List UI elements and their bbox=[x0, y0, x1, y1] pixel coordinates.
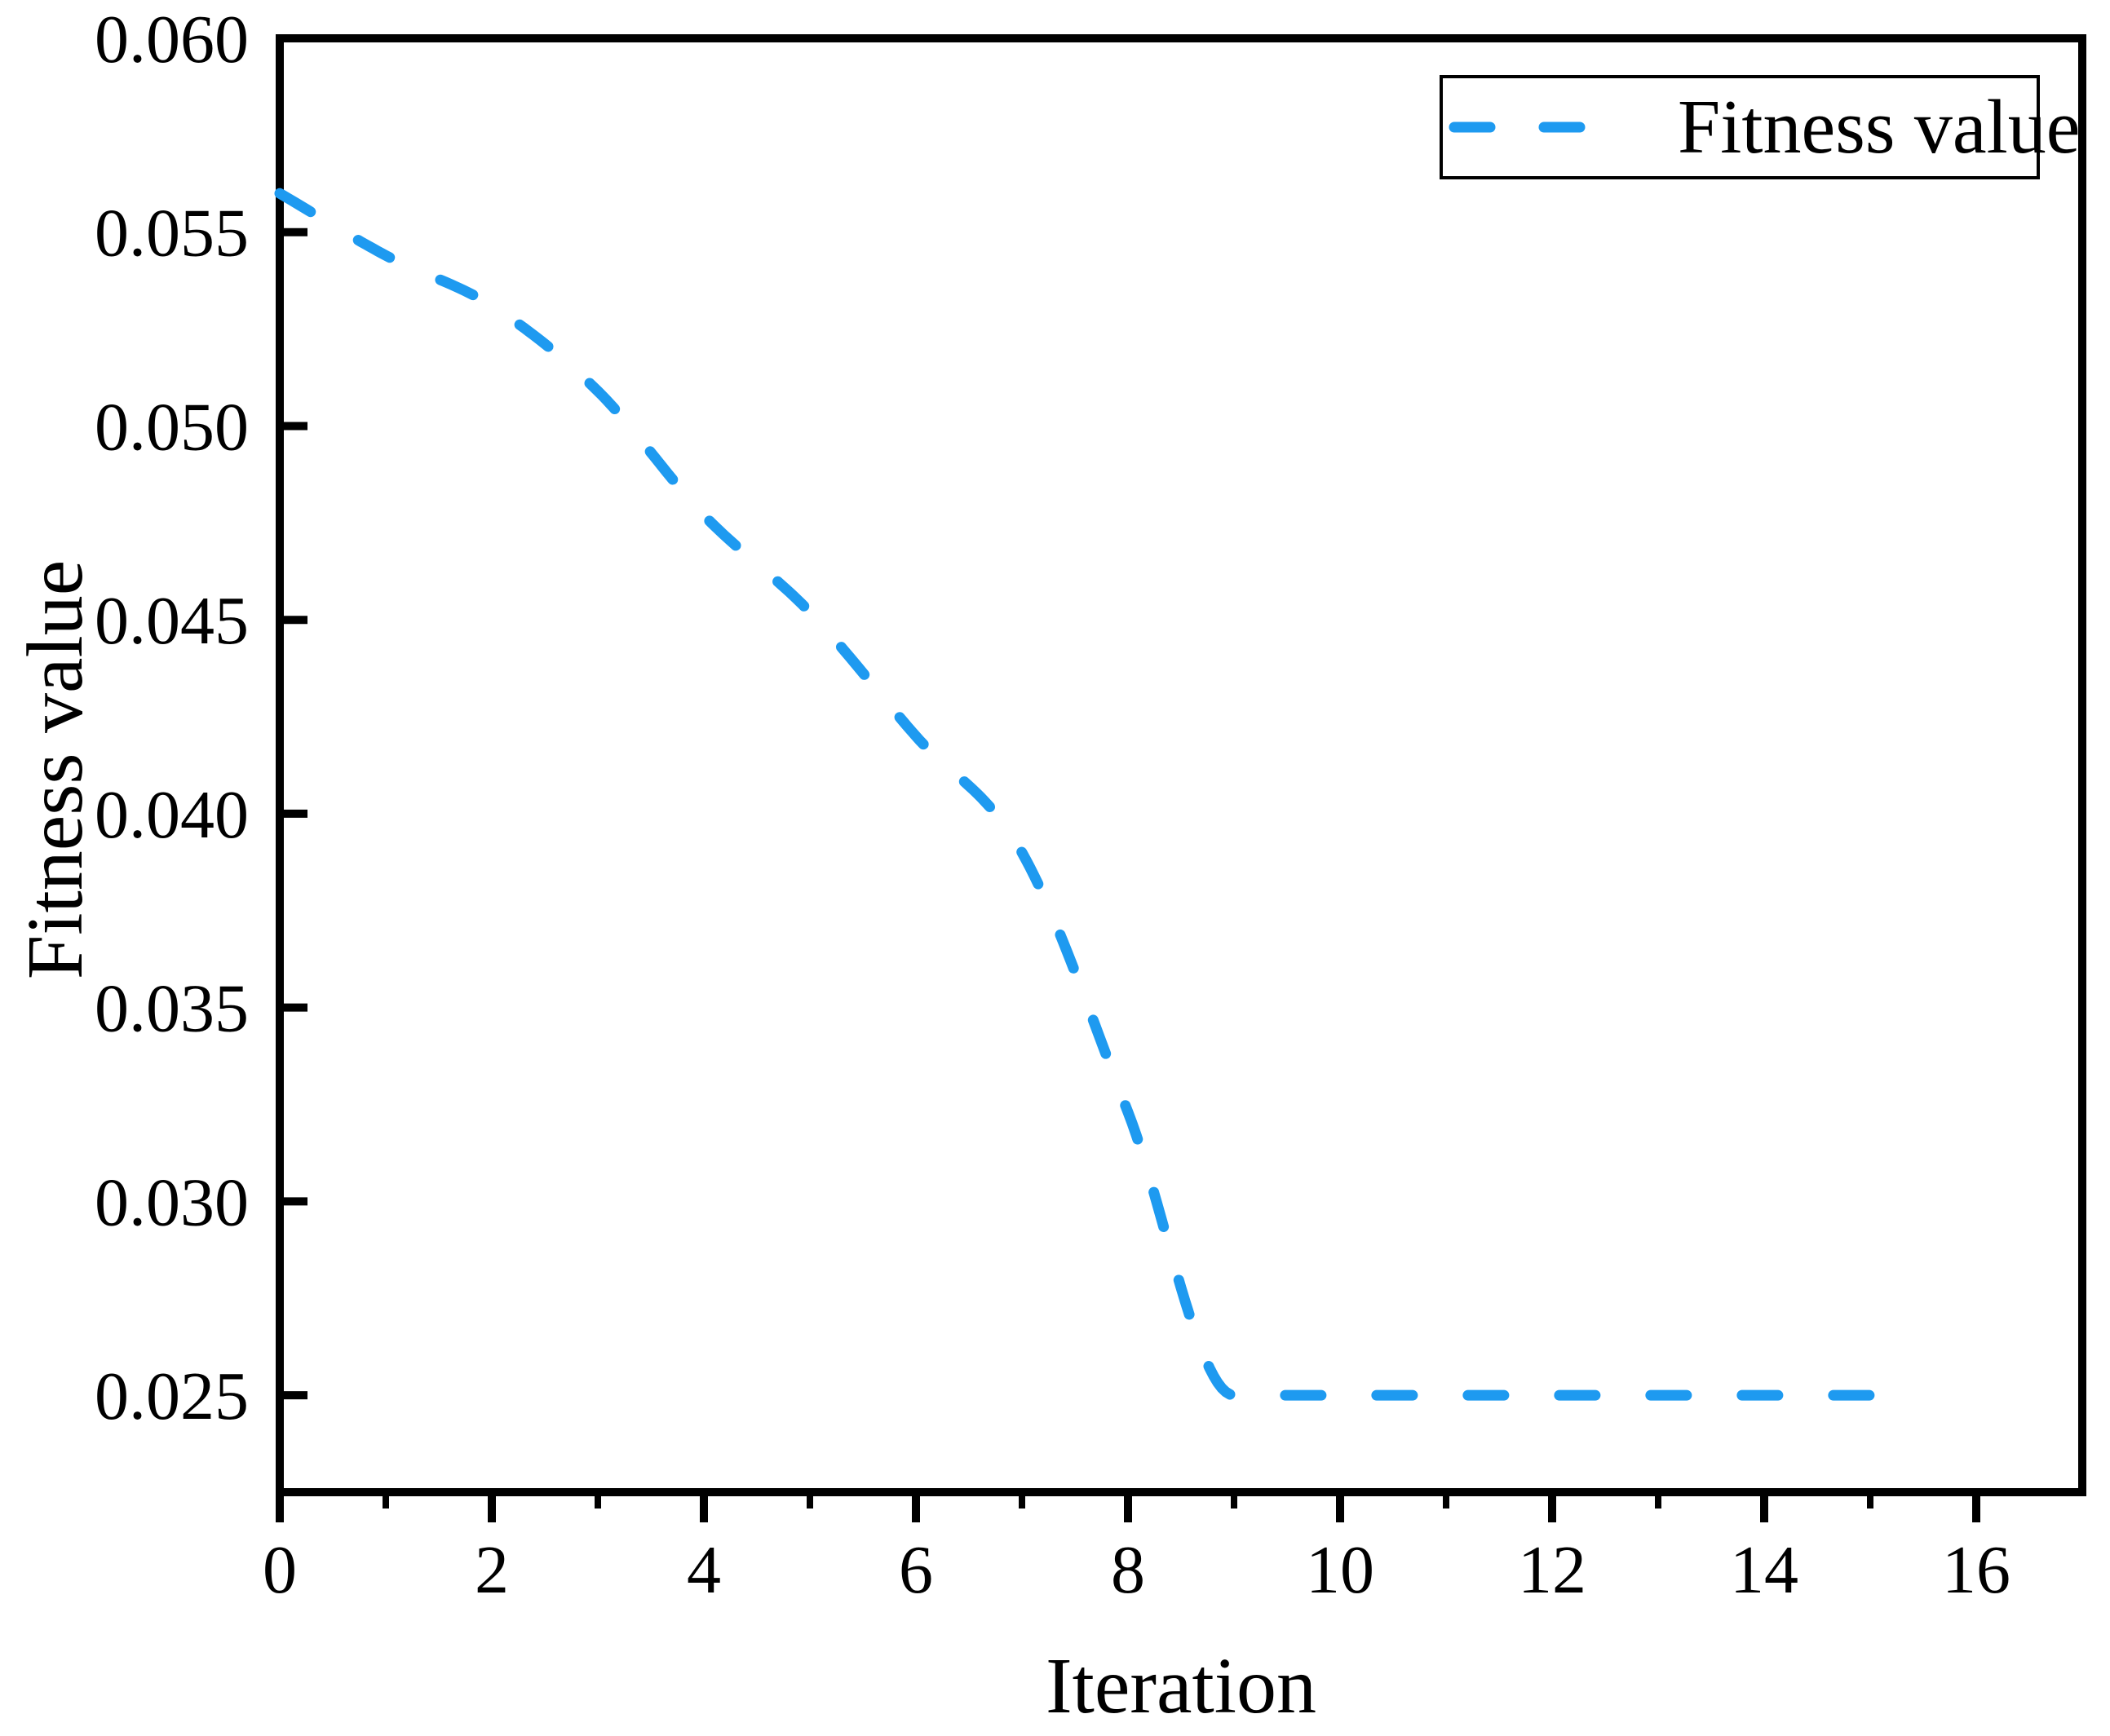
y-axis-title: Fitness value bbox=[11, 559, 100, 980]
x-tick-label: 0 bbox=[263, 1532, 297, 1608]
y-tick-label: 0.040 bbox=[95, 777, 249, 853]
y-tick-label: 0.030 bbox=[95, 1164, 249, 1240]
legend-dashed-line-sample bbox=[1449, 121, 1586, 133]
y-tick-label: 0.050 bbox=[95, 389, 249, 465]
x-tick-label: 2 bbox=[475, 1532, 509, 1608]
y-tick-label: 0.060 bbox=[95, 2, 249, 77]
x-tick-label: 10 bbox=[1306, 1532, 1374, 1608]
y-tick-label: 0.025 bbox=[95, 1358, 249, 1434]
x-tick-label: 6 bbox=[899, 1532, 933, 1608]
x-tick-label: 4 bbox=[687, 1532, 721, 1608]
x-tick-label: 12 bbox=[1518, 1532, 1586, 1608]
x-axis-title: Iteration bbox=[1046, 1642, 1316, 1730]
x-tick-label: 14 bbox=[1730, 1532, 1798, 1608]
y-tick-label: 0.055 bbox=[95, 196, 249, 272]
x-tick-label: 16 bbox=[1942, 1532, 2010, 1608]
legend: Fitness value bbox=[1440, 75, 2080, 179]
legend-label: Fitness value bbox=[1678, 85, 2081, 170]
plot-frame bbox=[276, 34, 2086, 1496]
y-tick-label: 0.045 bbox=[95, 583, 249, 659]
x-tick-label: 8 bbox=[1111, 1532, 1145, 1608]
y-tick-label: 0.035 bbox=[95, 971, 249, 1047]
fitness-curve bbox=[274, 188, 1876, 1401]
